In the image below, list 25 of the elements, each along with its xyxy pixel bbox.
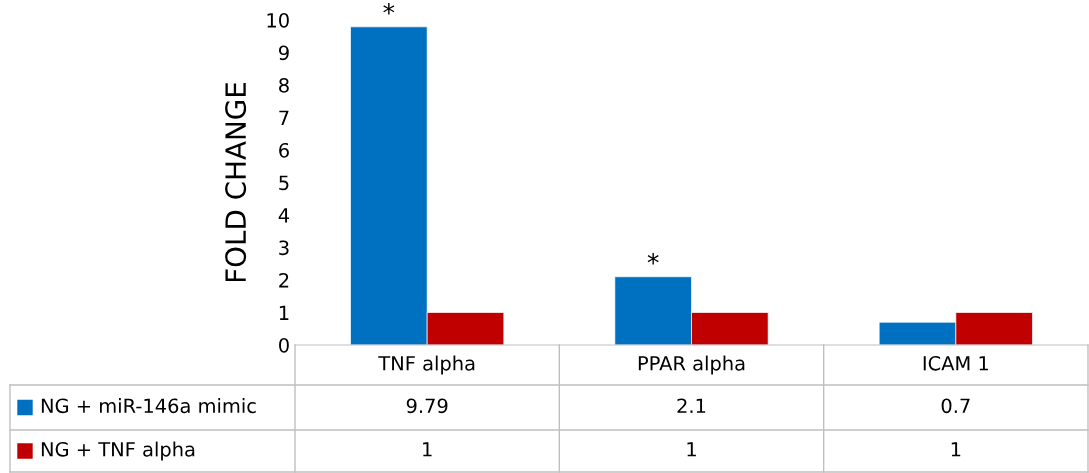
y-tick-label: 7 — [279, 110, 289, 125]
y-axis-title: FOLD CHANGE — [225, 82, 247, 282]
y-tick-label: 3 — [279, 240, 289, 256]
legend-label: NG + TNF alpha — [41, 441, 195, 461]
y-tick-label: 1 — [279, 305, 289, 320]
legend-label: NG + miR-146a mimic — [41, 398, 256, 414]
data-label: 2.1 — [677, 398, 706, 413]
data-label: 1 — [951, 442, 961, 457]
annotation: * — [647, 253, 659, 265]
data-label: 9.79 — [406, 398, 448, 414]
y-tick-label: 0 — [279, 337, 289, 353]
y-tick-label: 9 — [278, 45, 289, 61]
annotation: * — [383, 3, 395, 15]
y-tick-label: 8 — [279, 77, 289, 93]
data-label: 1 — [687, 442, 696, 457]
x-tick-label: PPAR alpha — [638, 355, 745, 375]
y-tick-label: 5 — [279, 175, 289, 191]
y-tick-label: 10 — [267, 12, 289, 28]
data-label: 0.7 — [941, 398, 970, 414]
y-tick-label: 2 — [279, 272, 289, 288]
x-tick-label: TNF alpha — [378, 355, 475, 375]
data-label: 1 — [423, 442, 432, 457]
x-tick-label: ICAM 1 — [923, 355, 989, 371]
y-tick-label: 6 — [279, 142, 289, 158]
y-tick-label: 4 — [278, 208, 290, 223]
